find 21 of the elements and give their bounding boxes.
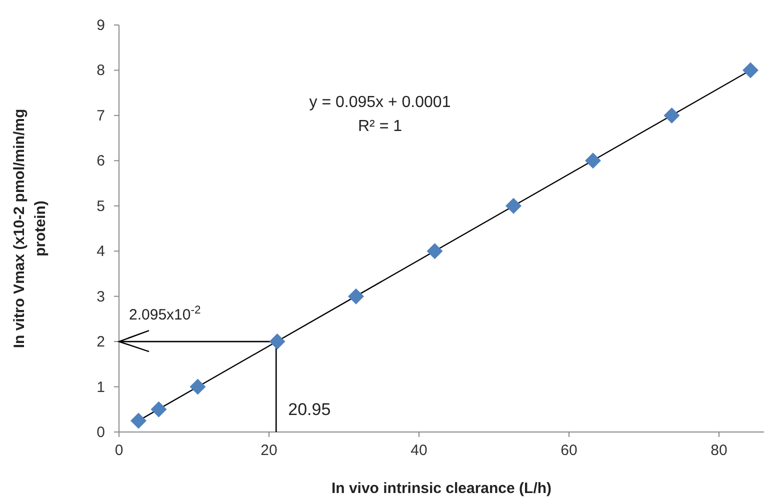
y-tick-label: 5: [96, 198, 105, 215]
y-tick-label: 0: [96, 424, 105, 441]
x-tick-label: 60: [560, 442, 578, 459]
y-tick-label: 2: [96, 334, 105, 351]
y-tick-label: 9: [96, 17, 105, 34]
ref-line-label: 2.095x10$^{-2}$: [129, 304, 201, 324]
ref-line-label: 20.95: [288, 400, 331, 419]
y-tick-label: 6: [96, 152, 105, 170]
y-tick-label: 8: [96, 62, 105, 80]
annotation: R² = 1: [358, 118, 402, 135]
y-tick-label: 7: [96, 107, 105, 124]
x-tick-label: 20: [260, 442, 278, 459]
x-tick-label: 80: [710, 442, 728, 459]
x-tick-label: 40: [410, 442, 428, 459]
y-tick-label: 3: [96, 288, 105, 306]
x-tick-label: 0: [114, 442, 124, 459]
y-tick-label: 4: [96, 243, 105, 260]
y-tick-label: 1: [96, 378, 105, 396]
x-axis-title: In vivo intrinsic clearance (L/h): [331, 480, 552, 497]
y-axis-title: In vitro Vmax (x10-2 pmol/min/mg protein): [11, 108, 49, 348]
annotation: y = 0.095x + 0.0001: [309, 94, 451, 111]
